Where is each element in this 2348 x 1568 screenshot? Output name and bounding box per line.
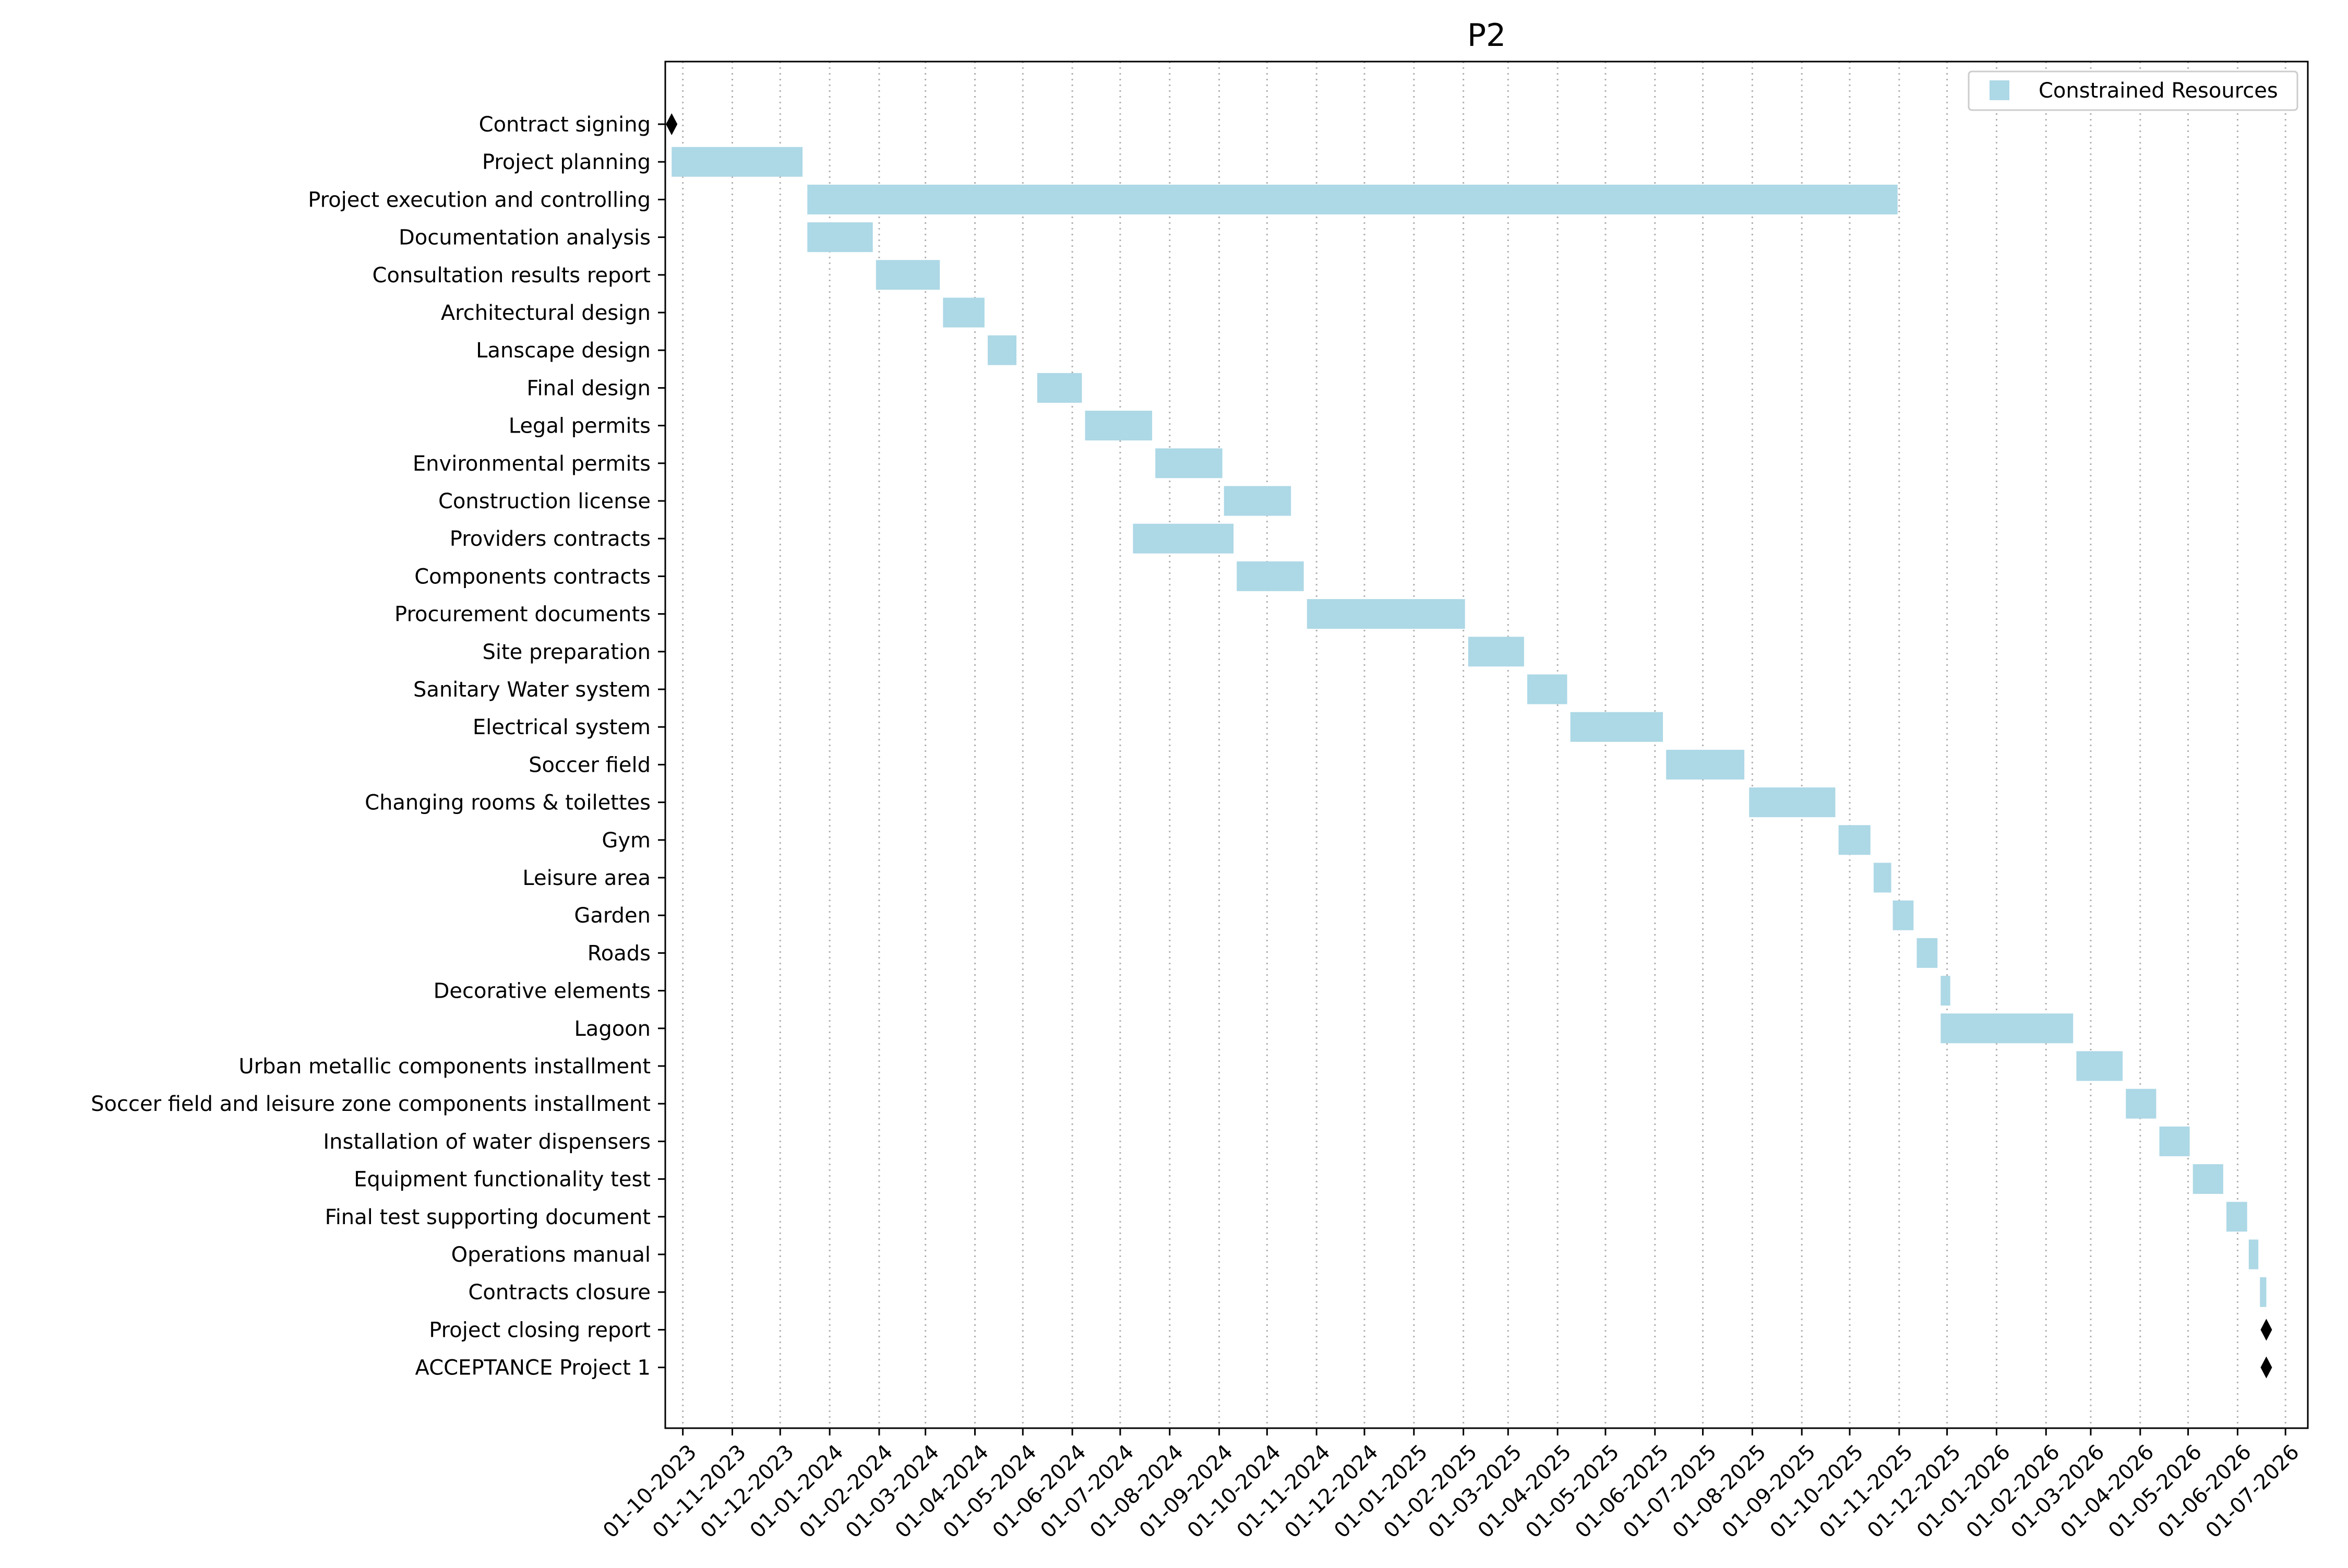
- task-bar: [1666, 750, 1744, 780]
- task-bar: [1874, 863, 1891, 893]
- task-bar: [2260, 1277, 2266, 1307]
- task-bar: [2249, 1240, 2258, 1270]
- y-tick-label: Documentation analysis: [399, 226, 651, 250]
- y-tick-label: Procurement documents: [394, 603, 651, 627]
- task-bar: [807, 222, 872, 252]
- task-bar: [1571, 712, 1663, 742]
- task-bar: [2159, 1127, 2189, 1156]
- y-tick-label: Changing rooms & toilettes: [365, 791, 651, 815]
- task-bar: [1749, 787, 1835, 817]
- task-bar: [1916, 938, 1937, 968]
- y-tick-label: Project closing report: [429, 1318, 651, 1342]
- y-tick-label: Contracts closure: [468, 1280, 651, 1304]
- task-bar: [1940, 1013, 2073, 1043]
- y-tick-label: Gym: [602, 829, 651, 853]
- legend: Constrained Resources: [1969, 71, 2297, 110]
- task-bar: [672, 147, 802, 177]
- y-tick-label: Environmental permits: [413, 452, 651, 476]
- task-bar: [1893, 901, 1914, 930]
- y-tick-label: Garden: [574, 904, 651, 928]
- y-tick-label: Decorative elements: [434, 979, 651, 1003]
- task-bar: [988, 336, 1016, 365]
- y-tick-label: Equipment functionality test: [354, 1168, 651, 1192]
- task-bar: [1307, 599, 1465, 629]
- y-tick-label: Project execution and controlling: [308, 188, 651, 212]
- task-bar: [943, 298, 985, 328]
- y-tick-label: Lagoon: [574, 1017, 651, 1041]
- y-tick-label: Leisure area: [522, 866, 651, 890]
- y-tick-label: Soccer field: [529, 753, 651, 777]
- task-bar: [1237, 561, 1303, 591]
- task-bar: [2126, 1089, 2156, 1119]
- y-tick-label: Operations manual: [451, 1243, 651, 1267]
- y-tick-label: Sanitary Water system: [413, 678, 651, 702]
- chart-title: P2: [1467, 17, 1506, 54]
- y-tick-label: Legal permits: [509, 414, 651, 438]
- legend-label: Constrained Resources: [2039, 79, 2278, 103]
- task-bar: [1085, 411, 1152, 440]
- legend-swatch: [1990, 80, 2009, 100]
- task-bar: [1839, 825, 1871, 855]
- y-tick-label: Construction license: [438, 489, 651, 513]
- y-tick-label: Project planning: [482, 150, 651, 174]
- y-tick-label: Lanscape design: [476, 339, 651, 363]
- task-bar: [1527, 675, 1567, 704]
- y-tick-label: Site preparation: [482, 640, 651, 664]
- task-bar: [1155, 448, 1222, 478]
- y-tick-label: ACCEPTANCE Project 1: [415, 1356, 651, 1380]
- task-bar: [807, 185, 1897, 214]
- y-tick-label: Components contracts: [414, 565, 651, 589]
- task-bar: [1224, 486, 1291, 516]
- y-tick-label: Electrical system: [473, 715, 651, 739]
- y-tick-label: Contract signing: [479, 113, 651, 137]
- y-tick-label: Providers contracts: [450, 527, 651, 551]
- y-tick-label: Final design: [526, 376, 651, 400]
- y-tick-label: Installation of water dispensers: [323, 1130, 651, 1154]
- y-tick-label: Final test supporting document: [325, 1205, 651, 1229]
- y-tick-label: Roads: [588, 941, 651, 965]
- task-bar: [1468, 637, 1524, 666]
- y-tick-label: Soccer field and leisure zone components…: [91, 1092, 651, 1116]
- task-bar: [2076, 1051, 2123, 1081]
- task-bar: [2226, 1202, 2247, 1231]
- task-bar: [1037, 373, 1082, 403]
- task-bar: [2193, 1164, 2223, 1194]
- task-bar: [876, 260, 940, 290]
- y-tick-label: Consultation results report: [373, 264, 651, 288]
- task-bar: [1133, 524, 1233, 554]
- y-tick-label: Architectural design: [441, 301, 651, 325]
- task-bar: [1940, 976, 1950, 1006]
- y-tick-label: Urban metallic components installment: [238, 1055, 651, 1079]
